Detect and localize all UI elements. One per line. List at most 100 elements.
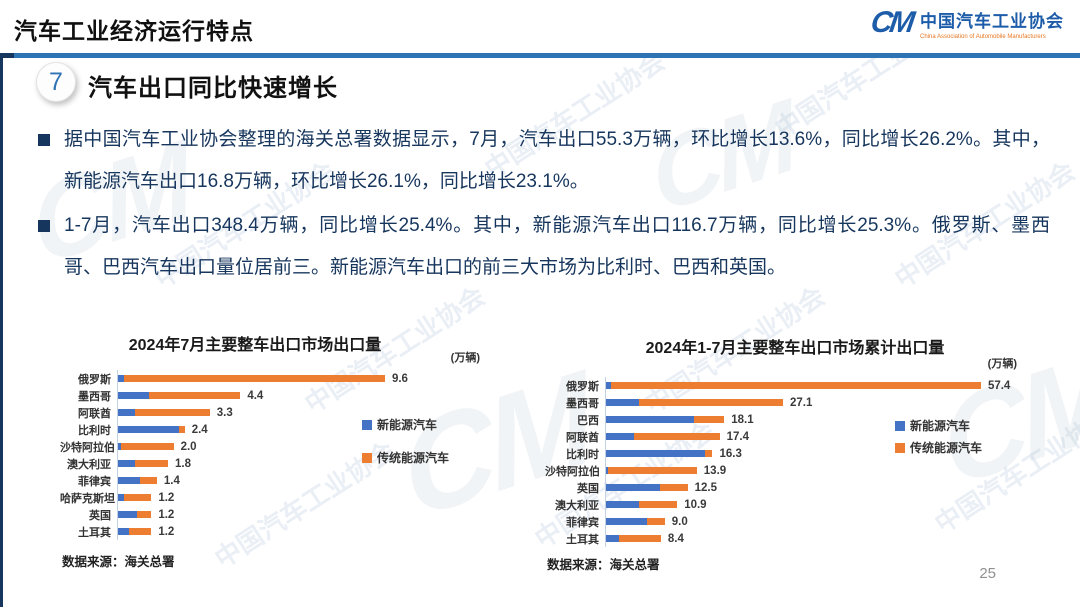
bar-segment-traditional — [179, 426, 185, 433]
left-edge-strip — [0, 58, 3, 607]
slide-header: 汽车工业经济运行特点 CM 中国汽车工业协会 China Association… — [0, 0, 1080, 53]
bar-segment-nev — [606, 518, 648, 525]
bullet-text: 据中国汽车工业协会整理的海关总署数据显示，7月，汽车出口55.3万辆，环比增长1… — [64, 129, 1050, 192]
value-label: 1.2 — [158, 491, 175, 504]
bar-track: 1.4 — [117, 472, 180, 489]
bullet-item: 据中国汽车工业协会整理的海关总署数据显示，7月，汽车出口55.3万辆，环比增长1… — [38, 119, 1050, 203]
caam-org-subtitle: China Association of Automobile Manufact… — [920, 33, 1046, 40]
category-label: 比利时 — [78, 424, 111, 437]
bullet-item: 1-7月，汽车出口348.4万辆，同比增长25.4%。其中，新能源汽车出口116… — [38, 205, 1050, 289]
chart-row: 沙特阿拉伯 13.9 — [545, 462, 1045, 479]
bar-track: 13.9 — [605, 462, 726, 479]
chart-row: 沙特阿拉伯 2.0 — [60, 438, 510, 455]
legend-item: 传统能源汽车 — [895, 439, 982, 456]
chart-row: 澳大利亚 1.8 — [60, 455, 510, 472]
bar-track: 2.0 — [117, 438, 197, 455]
page-title: 汽车工业经济运行特点 — [14, 18, 254, 44]
bar-track: 18.1 — [605, 411, 754, 428]
bar-segment-traditional — [120, 443, 174, 450]
legend-swatch-icon — [895, 420, 905, 431]
bar-track: 8.4 — [605, 530, 684, 547]
legend-label: 传统能源汽车 — [377, 451, 450, 465]
value-label: 2.4 — [191, 423, 208, 436]
value-label: 9.0 — [671, 515, 688, 528]
value-label: 9.6 — [391, 372, 408, 385]
bar-segment-traditional — [129, 528, 152, 535]
section-badge: 7 — [36, 62, 76, 102]
bar-segment-nev — [118, 443, 121, 450]
category-label: 沙特阿拉伯 — [545, 465, 600, 478]
legend-label: 新能源汽车 — [910, 419, 971, 433]
chart-unit-label: (万辆) — [987, 358, 1017, 370]
bar-segment-nev — [118, 477, 141, 484]
bar-segment-traditional — [134, 409, 210, 416]
chart-row: 英国 1.2 — [60, 506, 510, 523]
chart-source: 数据来源：海关总署 — [547, 558, 660, 572]
value-label: 10.9 — [684, 498, 707, 511]
bar-segment-traditional — [148, 392, 241, 399]
bar-segment-traditional — [123, 494, 152, 501]
category-label: 英国 — [89, 509, 111, 522]
legend-label: 传统能源汽车 — [910, 441, 983, 455]
bar-track: 10.9 — [605, 496, 707, 513]
bar-track: 9.6 — [117, 370, 408, 387]
bar-track: 1.2 — [117, 489, 174, 506]
caam-logo: CM 中国汽车工业协会 China Association of Automob… — [869, 6, 1064, 40]
legend-item: 新能源汽车 — [362, 416, 449, 433]
section-number: 7 — [49, 67, 63, 96]
bar-segment-traditional — [693, 416, 725, 423]
caam-org-name: 中国汽车工业协会 — [920, 11, 1064, 31]
chart-row: 澳大利亚 10.9 — [545, 496, 1045, 513]
category-label: 澳大利亚 — [555, 499, 599, 512]
category-label: 巴西 — [577, 414, 599, 427]
bar-segment-nev — [606, 501, 639, 508]
chart-row: 哈萨克斯坦 1.2 — [60, 489, 510, 506]
value-label: 1.2 — [158, 525, 175, 538]
bar-segment-nev — [606, 535, 620, 542]
bar-segment-traditional — [638, 399, 784, 406]
bullet-text: 1-7月，汽车出口348.4万辆，同比增长25.4%。其中，新能源汽车出口116… — [64, 215, 1050, 278]
bar-segment-nev — [606, 467, 608, 474]
caam-logo-icon: CM — [869, 6, 915, 39]
bar-segment-traditional — [607, 467, 697, 474]
category-label: 俄罗斯 — [78, 373, 111, 386]
bar-track: 2.4 — [117, 421, 208, 438]
category-label: 土耳其 — [566, 533, 599, 546]
page-number: 25 — [979, 565, 996, 582]
bullet-marker — [38, 134, 50, 146]
bar-segment-traditional — [659, 484, 688, 491]
bar-track: 27.1 — [605, 394, 812, 411]
bar-track: 1.2 — [117, 523, 174, 540]
chart-row: 比利时 16.3 — [545, 445, 1045, 462]
chart-row: 菲律宾 1.4 — [60, 472, 510, 489]
bar-segment-nev — [118, 426, 180, 433]
category-label: 阿联酋 — [566, 431, 599, 444]
chart-rows: 俄罗斯 57.4 墨西哥 27.1 巴西 18.1 阿联酋 17.4 比利时 16.3 沙特阿拉伯 1… — [545, 377, 1045, 547]
bullet-marker — [38, 220, 50, 232]
value-label: 1.2 — [158, 508, 175, 521]
bar-track: 1.2 — [117, 506, 174, 523]
value-label: 57.4 — [987, 379, 1011, 392]
chart-row: 巴西 18.1 — [545, 411, 1045, 428]
chart-row: 土耳其 1.2 — [60, 523, 510, 540]
bar-segment-traditional — [619, 535, 661, 542]
bar-track: 1.8 — [117, 455, 191, 472]
chart-row: 阿联酋 3.3 — [60, 404, 510, 421]
bar-segment-nev — [118, 511, 138, 518]
bar-segment-nev — [118, 409, 135, 416]
bar-segment-nev — [606, 450, 706, 457]
bar-track: 4.4 — [117, 387, 263, 404]
legend-item: 传统能源汽车 — [362, 449, 449, 466]
legend-item: 新能源汽车 — [895, 417, 982, 434]
chart-row: 比利时 2.4 — [60, 421, 510, 438]
bar-segment-traditional — [705, 450, 713, 457]
chart-source: 数据来源：海关总署 — [62, 555, 175, 569]
bar-segment-nev — [118, 494, 124, 501]
value-label: 1.4 — [163, 474, 180, 487]
bar-track: 16.3 — [605, 445, 742, 462]
category-label: 英国 — [577, 482, 599, 495]
bar-segment-traditional — [647, 518, 665, 525]
value-label: 16.3 — [719, 447, 742, 460]
bar-segment-nev — [606, 433, 635, 440]
chart-title: 2024年1-7月主要整车出口市场累计出口量 — [645, 340, 945, 357]
